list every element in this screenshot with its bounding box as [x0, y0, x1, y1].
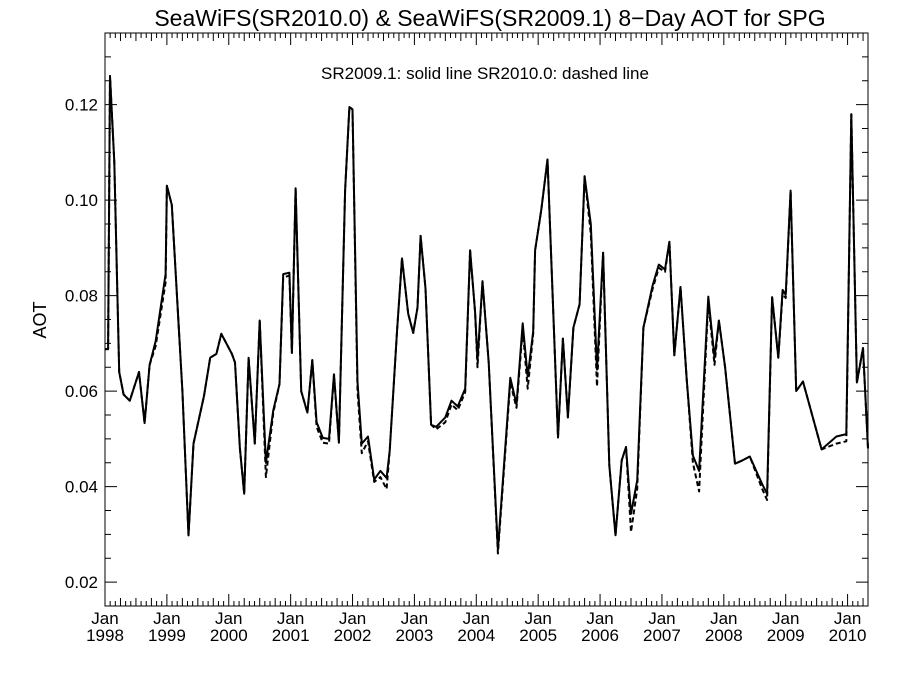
- x-tick-year: 1998: [86, 626, 124, 645]
- x-tick-year: 2005: [519, 626, 557, 645]
- y-tick-label: 0.12: [65, 96, 98, 115]
- x-tick-year: 2007: [643, 626, 681, 645]
- x-tick-year: 2003: [395, 626, 433, 645]
- y-tick-label: 0.10: [65, 191, 98, 210]
- x-tick-month: Jan: [401, 609, 428, 628]
- x-tick-month: Jan: [586, 609, 613, 628]
- y-axis: 0.02 0.04 0.06 0.08 0.10 0.12: [65, 32, 868, 592]
- x-tick-month: Jan: [772, 609, 799, 628]
- series-layer: [105, 75, 869, 555]
- x-tick-year: 2008: [705, 626, 743, 645]
- x-tick-year: 2004: [457, 626, 495, 645]
- x-tick-month: Jan: [277, 609, 304, 628]
- x-tick-month: Jan: [153, 609, 180, 628]
- x-tick-month: Jan: [648, 609, 675, 628]
- x-tick-month: Jan: [463, 609, 490, 628]
- y-tick-label: 0.08: [65, 287, 98, 306]
- y-tick-label: 0.06: [65, 382, 98, 401]
- legend-annotation: SR2009.1: solid line SR2010.0: dashed li…: [321, 64, 649, 83]
- x-tick-year: 1999: [148, 626, 186, 645]
- x-tick-month: Jan: [710, 609, 737, 628]
- y-axis-label: AOT: [30, 301, 50, 338]
- x-tick-year: 2000: [210, 626, 248, 645]
- x-tick-year: 2001: [272, 626, 310, 645]
- series-line-sr2010-0: [105, 75, 869, 555]
- plot-frame: [104, 32, 869, 607]
- x-tick-year: 2006: [581, 626, 619, 645]
- y-tick-label: 0.02: [65, 573, 98, 592]
- series-line-sr2009-1: [105, 75, 869, 551]
- x-tick-month: Jan: [834, 609, 861, 628]
- x-tick-year: 2009: [767, 626, 805, 645]
- x-tick-year: 2010: [829, 626, 867, 645]
- x-tick-month: Jan: [215, 609, 242, 628]
- x-tick-year: 2002: [334, 626, 372, 645]
- x-tick-month: Jan: [339, 609, 366, 628]
- x-tick-month: Jan: [524, 609, 551, 628]
- x-axis: Jan1998Jan1999Jan2000Jan2001Jan2002Jan20…: [86, 33, 866, 645]
- x-tick-month: Jan: [91, 609, 118, 628]
- chart-title: SeaWiFS(SR2010.0) & SeaWiFS(SR2009.1) 8−…: [154, 5, 825, 31]
- y-tick-label: 0.04: [65, 478, 98, 497]
